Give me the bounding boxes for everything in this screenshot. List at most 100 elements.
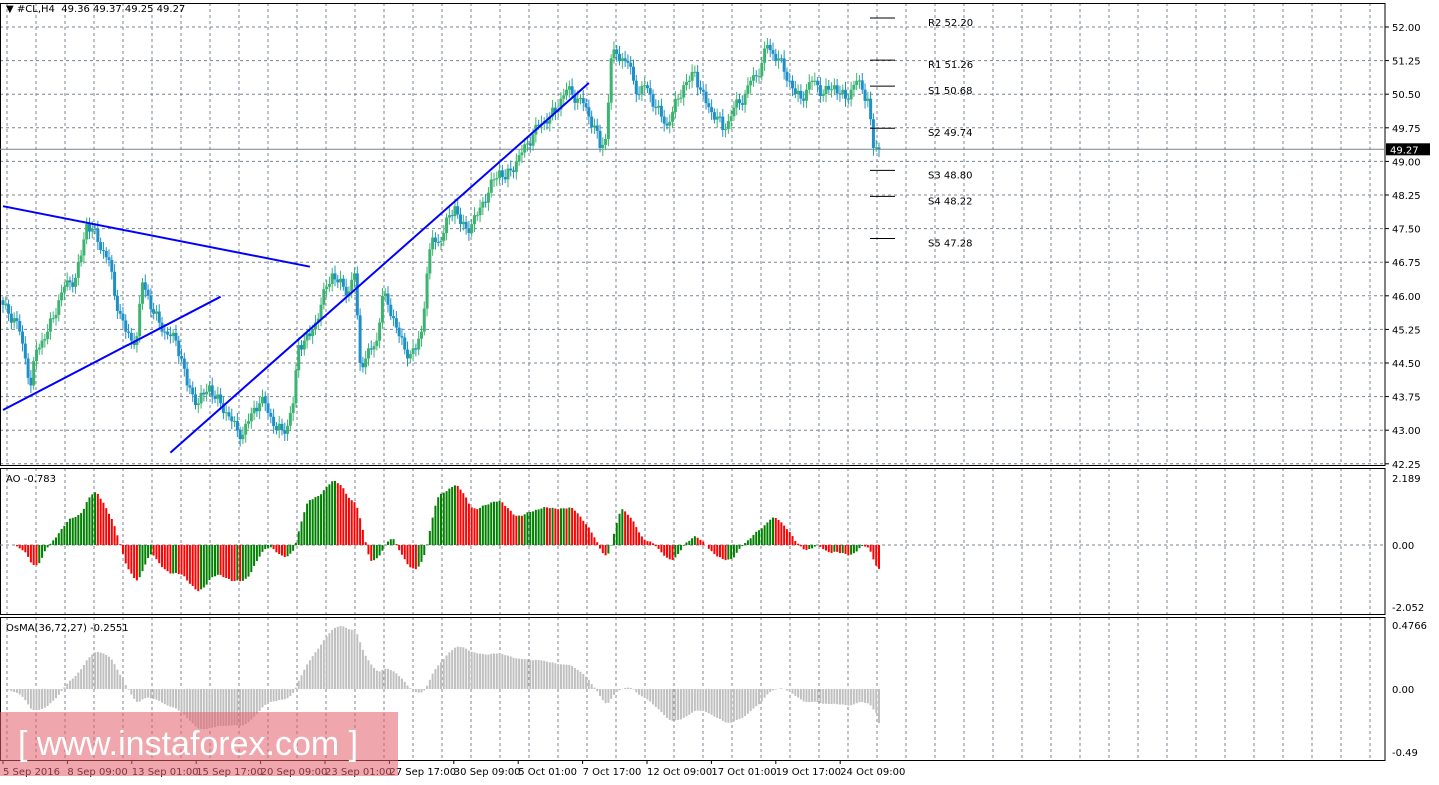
candle-body (193, 394, 197, 406)
candle-body (648, 88, 652, 95)
candle-body (871, 119, 875, 148)
candle-body (29, 377, 33, 386)
candle-body (662, 116, 666, 124)
pivot-level-label: R2 52.20 (928, 18, 973, 29)
candle-body (32, 361, 36, 386)
candle-body (115, 295, 119, 311)
candle-body (339, 278, 343, 283)
candle-body (668, 121, 672, 126)
triangle-down-icon[interactable]: ▼ (6, 4, 14, 15)
ao-tick-label: -2.052 (1392, 603, 1424, 614)
candle-body (846, 98, 850, 100)
candle-body (838, 93, 842, 95)
candle-body (202, 392, 206, 395)
time-tick-label: 24 Oct 09:00 (840, 767, 905, 778)
candle-body (456, 206, 460, 215)
candle-body (654, 106, 658, 108)
candle-body (121, 313, 125, 321)
candle-body (782, 58, 786, 72)
candle-body (525, 143, 529, 145)
candle-body (241, 434, 245, 440)
candle-body (174, 332, 178, 341)
candle-body (274, 426, 278, 431)
candle-body (523, 144, 527, 153)
candle-body (470, 224, 474, 234)
candle-body (763, 48, 767, 63)
candle-body (779, 58, 783, 60)
trendline (2, 205, 311, 268)
candle-body (816, 80, 820, 86)
trendline (2, 295, 222, 411)
candle-body (830, 89, 834, 91)
price-tick-label: 46.75 (1392, 258, 1421, 269)
candle-body (308, 333, 312, 337)
candle-body (386, 293, 390, 305)
candle-body (774, 53, 778, 61)
candle-body (567, 86, 571, 90)
candle-body (869, 98, 873, 120)
osma-label: OsMA(36,72,27) -0.2551 (6, 623, 129, 634)
candle-body (671, 112, 675, 122)
candle-body (140, 282, 144, 304)
candle-body (512, 170, 516, 172)
candle-body (863, 89, 867, 101)
current-price-label: 49.27 (1390, 145, 1419, 156)
candle-body (322, 289, 326, 305)
candle-body (129, 332, 133, 341)
candle-body (459, 214, 463, 225)
candle-body (857, 80, 861, 82)
candle-body (587, 107, 591, 117)
price-tick-label: 49.00 (1392, 157, 1421, 168)
pivot-level-label: S1 50.68 (928, 86, 973, 97)
candle-body (199, 392, 203, 404)
candle-body (548, 116, 552, 124)
candle-body (375, 340, 379, 347)
candle-body (500, 170, 504, 178)
candle-body (372, 346, 376, 350)
candle-body (113, 271, 117, 296)
candle-body (291, 403, 295, 414)
candle-body (168, 334, 172, 337)
osma-tick-label: 0.4766 (1392, 621, 1427, 632)
candle-body (1, 300, 5, 305)
candle-body (634, 80, 638, 95)
candle-body (104, 251, 108, 258)
candle-body (743, 94, 747, 105)
candle-body (422, 308, 426, 332)
candle-body (93, 228, 97, 230)
candle-body (149, 295, 153, 310)
candle-body (467, 228, 471, 234)
candle-body (877, 147, 881, 150)
candle-body (545, 121, 549, 124)
watermark-logo: [ www.instaforex.com ] (0, 712, 398, 776)
candle-body (827, 85, 831, 90)
candle-body (238, 430, 242, 440)
candle-body (718, 116, 722, 118)
candle-body (631, 66, 635, 81)
candle-body (679, 97, 683, 99)
candle-body (210, 385, 214, 396)
candle-body (620, 58, 624, 62)
candle-body (447, 215, 451, 218)
candle-body (411, 348, 415, 355)
candle-body (813, 80, 817, 82)
candle-body (537, 124, 541, 126)
candle-body (749, 80, 753, 86)
candle-body (450, 215, 454, 217)
candle-body (258, 403, 262, 412)
candle-body (380, 295, 384, 323)
candle-body (196, 403, 200, 406)
candle-body (361, 363, 365, 368)
candle-body (712, 112, 716, 120)
candle-body (431, 237, 435, 250)
candle-body (746, 85, 750, 95)
candle-body (392, 316, 396, 319)
pane-border (0, 468, 1386, 615)
candle-body (272, 416, 276, 427)
candle-body (551, 107, 555, 117)
candle-body (643, 85, 647, 87)
candle-body (559, 98, 563, 110)
candle-body (841, 89, 845, 95)
candle-body (768, 44, 772, 51)
candle-body (34, 349, 38, 362)
